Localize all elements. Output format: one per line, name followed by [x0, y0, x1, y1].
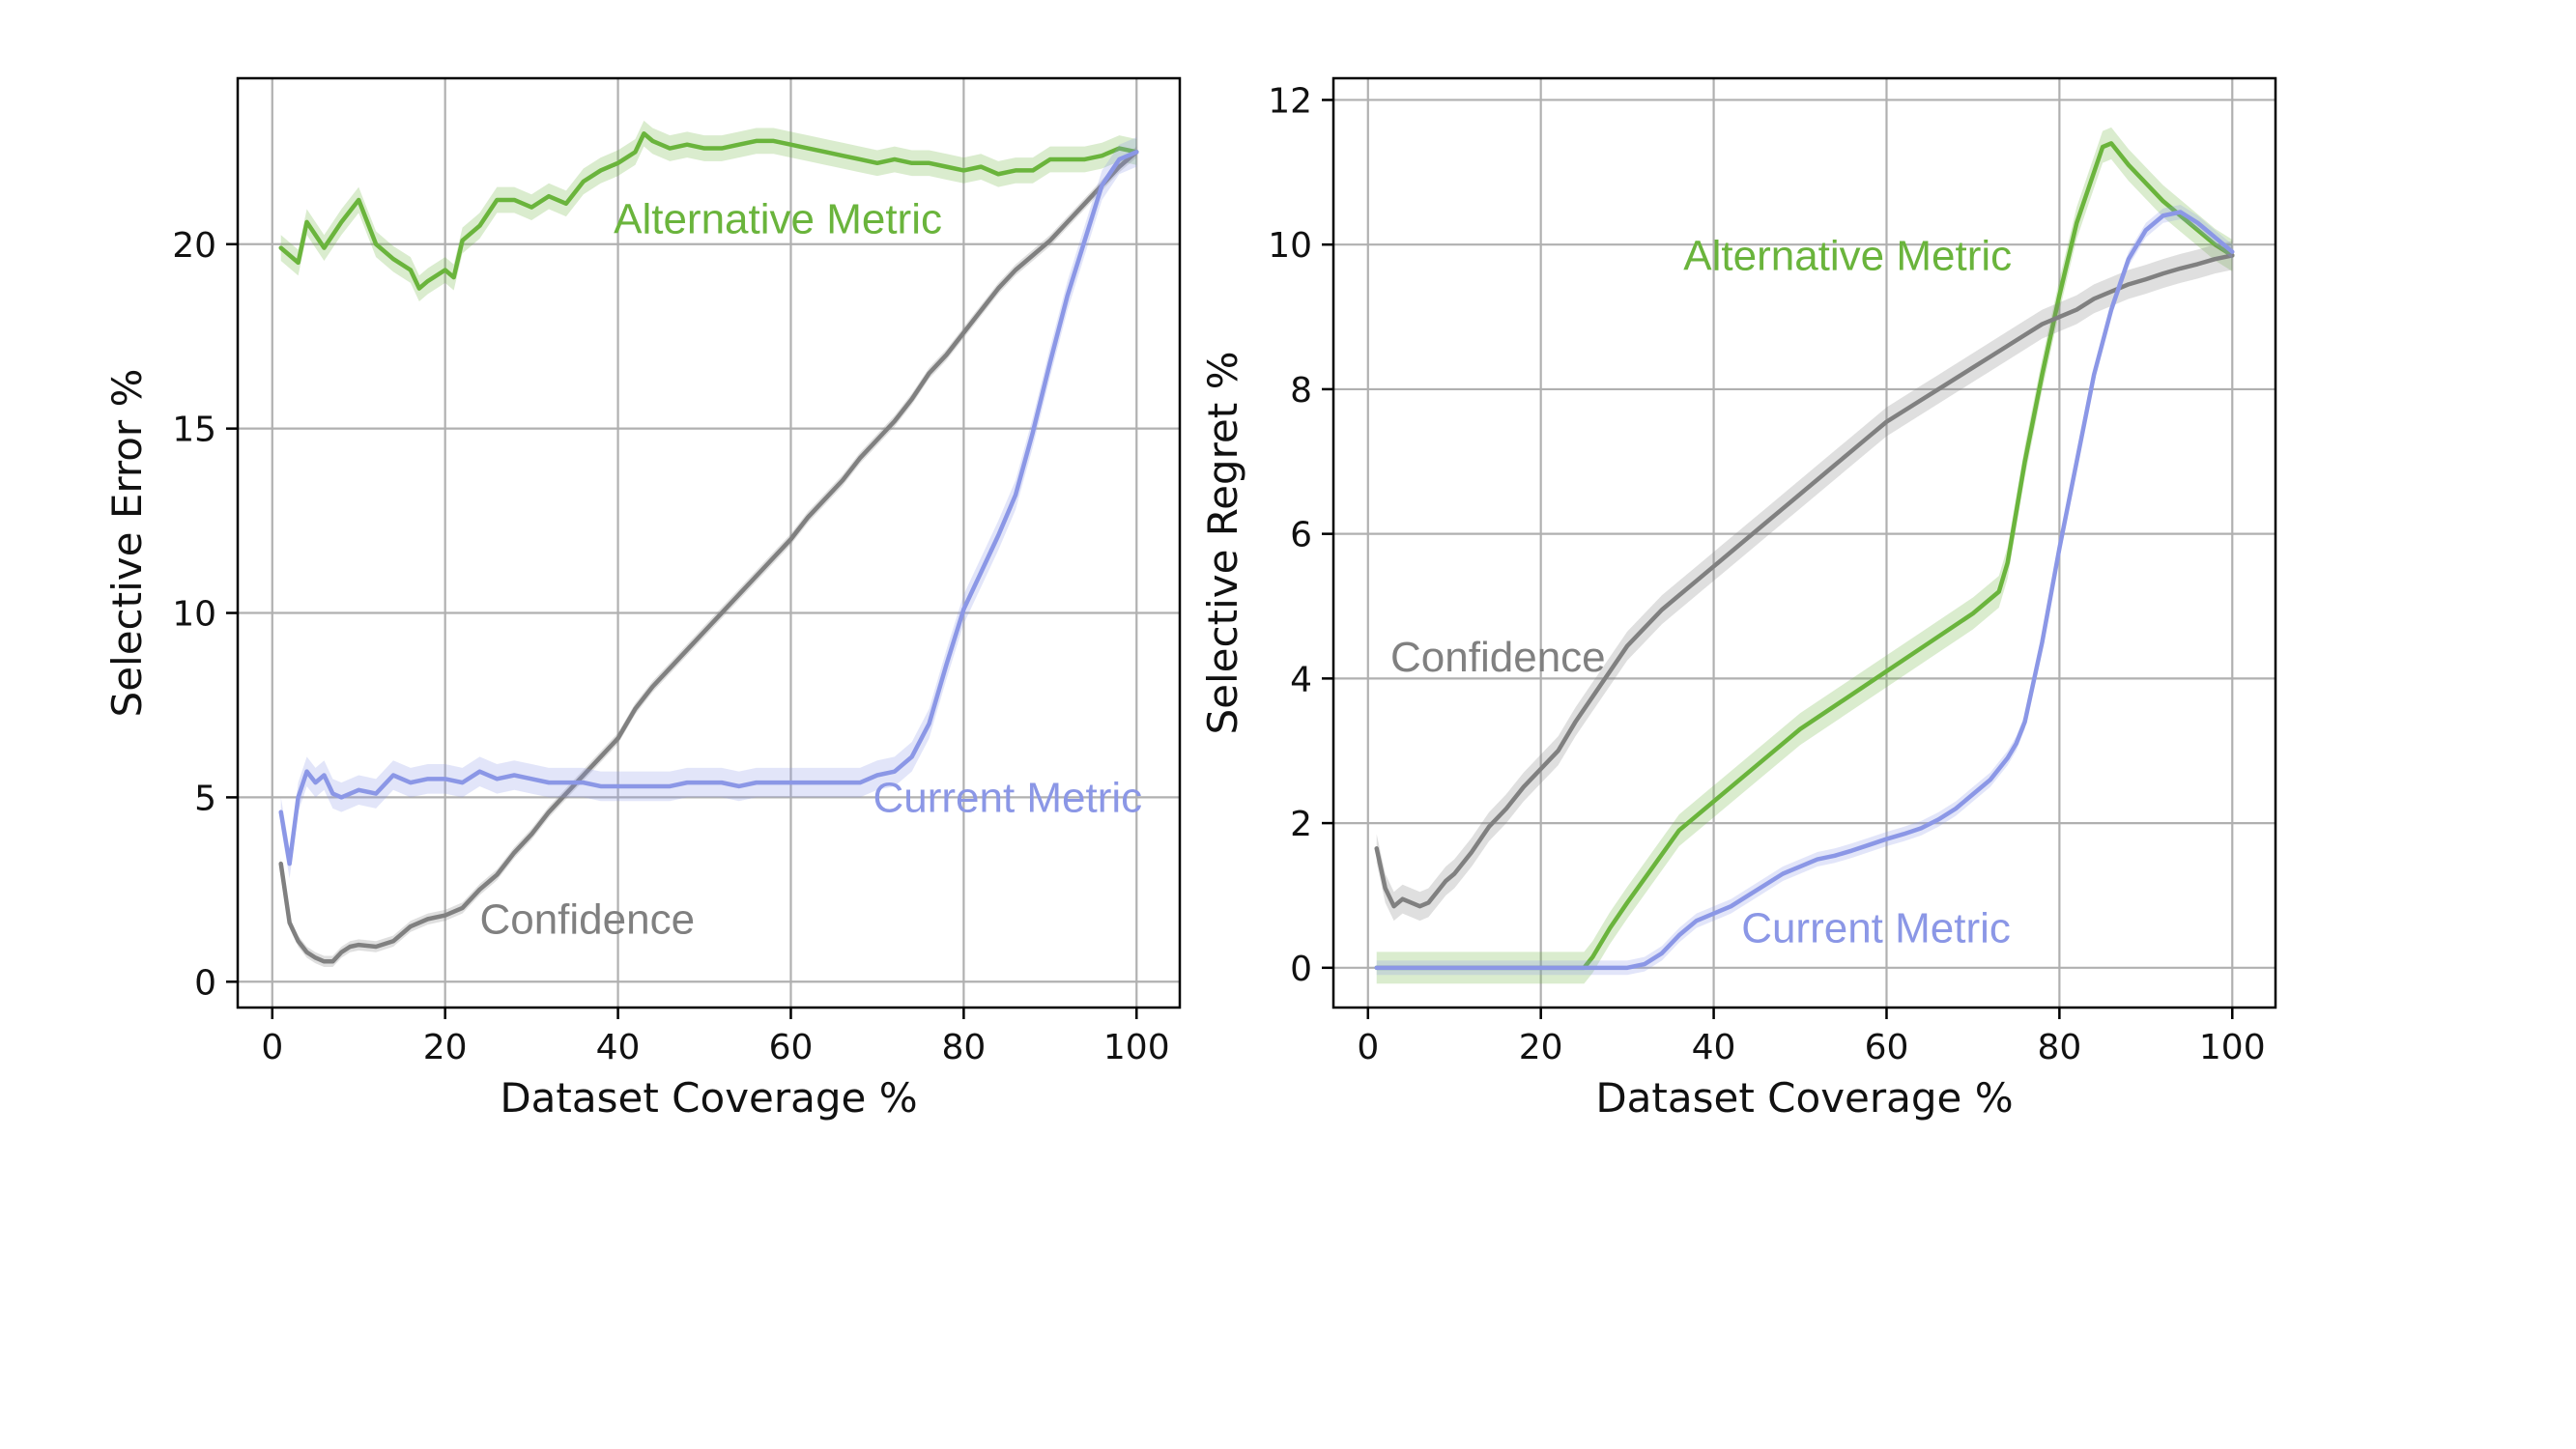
plot-frame — [1331, 76, 2277, 1009]
x-tick-label: 100 — [2199, 1028, 2266, 1067]
y-tick-label: 12 — [1268, 81, 1312, 121]
confidence-line — [278, 150, 1139, 964]
x-tick-label: 40 — [1692, 1028, 1736, 1067]
axis-ticks: 0 20 40 60 80 100 0 5 10 15 20 — [172, 226, 1169, 1067]
x-tick-label: 20 — [1519, 1028, 1563, 1067]
series-group — [1374, 127, 2235, 984]
gridlines — [238, 78, 1180, 1008]
y-axis-label: Selective Error % — [103, 369, 151, 718]
confidence-line — [1374, 253, 2235, 909]
current-metric-line — [1374, 210, 2235, 971]
plot-frame — [236, 76, 1182, 1009]
series-group — [278, 120, 1139, 968]
x-tick-label: 20 — [423, 1028, 468, 1067]
x-tick-label: 80 — [941, 1028, 986, 1067]
x-tick-label: 80 — [2037, 1028, 2081, 1067]
y-tick-label: 8 — [1290, 371, 1312, 411]
y-tick-label: 20 — [172, 226, 216, 266]
y-tick-label: 0 — [1290, 950, 1312, 989]
y-tick-label: 4 — [1290, 660, 1312, 699]
x-tick-label: 0 — [261, 1028, 283, 1067]
x-tick-label: 60 — [1865, 1028, 1909, 1067]
current-metric-annotation: Current Metric — [1741, 905, 2011, 952]
y-tick-label: 0 — [194, 963, 216, 1003]
y-tick-label: 6 — [1290, 516, 1312, 555]
selective-regret-chart: 0 20 40 60 80 100 0 2 4 6 8 10 12 Dataset Coverage % S… — [1199, 76, 2277, 1122]
current-metric-confidence-band — [280, 137, 1137, 879]
y-tick-label: 15 — [172, 411, 216, 450]
confidence-annotation: Confidence — [479, 896, 695, 944]
y-tick-label: 10 — [1268, 226, 1312, 266]
alternative-metric-line — [1374, 141, 2235, 971]
alternative-metric-confidence-band — [280, 120, 1137, 301]
alternative-metric-annotation: Alternative Metric — [1683, 232, 2012, 279]
x-tick-label: 0 — [1357, 1028, 1379, 1067]
confidence-annotation: Confidence — [1390, 634, 1606, 681]
x-tick-label: 100 — [1103, 1028, 1170, 1067]
alternative-metric-annotation: Alternative Metric — [614, 195, 942, 242]
y-tick-label: 5 — [194, 779, 216, 818]
x-axis-label: Dataset Coverage % — [1595, 1074, 2013, 1122]
x-tick-label: 60 — [769, 1028, 814, 1067]
y-tick-label: 2 — [1290, 805, 1312, 844]
selective-error-chart: 0 20 40 60 80 100 0 5 10 15 20 Dataset Coverage % Se… — [103, 76, 1182, 1122]
y-tick-label: 10 — [172, 595, 216, 635]
x-tick-label: 40 — [596, 1028, 641, 1067]
axis-ticks: 0 20 40 60 80 100 0 2 4 6 8 10 12 — [1268, 81, 2265, 1067]
current-metric-annotation: Current Metric — [873, 775, 1142, 822]
x-axis-label: Dataset Coverage % — [500, 1074, 917, 1122]
alternative-metric-line — [278, 131, 1139, 291]
confidence-confidence-band — [1376, 241, 2233, 922]
current-metric-line — [278, 150, 1139, 867]
current-metric-confidence-band — [1376, 205, 2233, 976]
y-axis-label: Selective Regret % — [1199, 352, 1246, 735]
